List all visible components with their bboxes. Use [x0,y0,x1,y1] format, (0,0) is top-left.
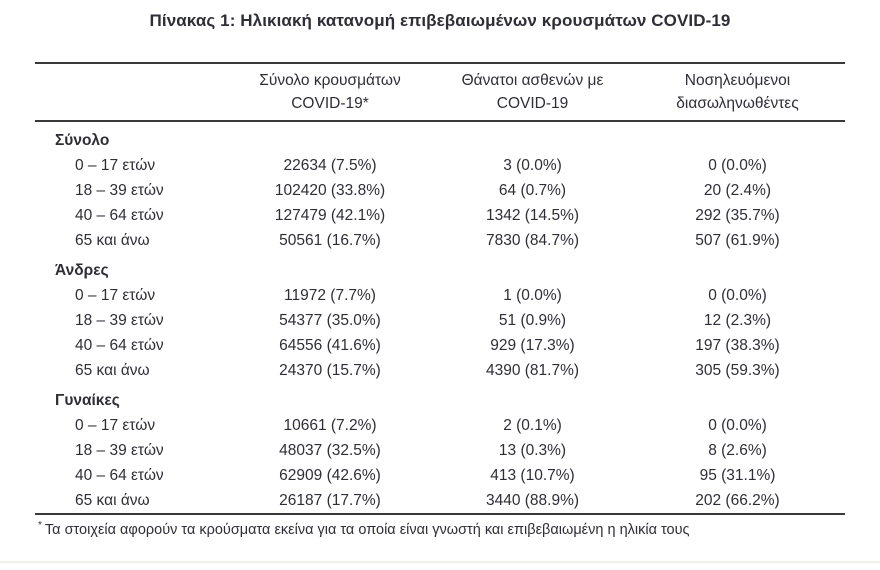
table-row: 40 – 64 ετών 64556 (41.6%) 929 (17.3%) 1… [35,333,845,358]
deaths-value: 929 (17.3%) [490,336,575,354]
intubated-value: 0 (0.0%) [708,156,767,174]
deaths-value: 2 (0.1%) [503,416,562,434]
deaths-value: 1342 (14.5%) [485,206,580,224]
deaths-value: 3 (0.0%) [503,156,562,174]
covid-age-distribution-table: Σύνολο κρουσμάτων COVID-19* Θάνατοι ασθε… [35,62,845,515]
deaths-value: 51 (0.9%) [498,311,567,329]
footnote: * Τα στοιχεία αφορούν τα κρούσματα εκείνα… [38,517,690,539]
table-row: 18 – 39 ετών 48037 (32.5%) 13 (0.3%) 8 (… [35,438,845,463]
table-row: 65 και άνω 24370 (15.7%) 4390 (81.7%) 30… [35,358,845,383]
deaths-value: 1 (0.0%) [503,286,562,304]
cases-value: 50561 (16.7%) [279,231,381,249]
age-label: 0 – 17 ετών [75,156,156,174]
deaths-value: 3440 (88.9%) [485,491,580,509]
section-row-total: Σύνολο [35,128,845,153]
section-row-women: Γυναίκες [35,388,845,413]
intubated-value: 507 (61.9%) [695,231,780,249]
table-row: 65 και άνω 50561 (16.7%) 7830 (84.7%) 50… [35,228,845,253]
header-deaths-line1: Θάνατοι ασθενών με [461,72,604,89]
age-label: 65 και άνω [75,491,150,509]
cases-value: 48037 (32.5%) [279,441,381,459]
intubated-value: 202 (66.2%) [695,491,780,509]
table-row: 18 – 39 ετών 54377 (35.0%) 51 (0.9%) 12 … [35,308,845,333]
header-total-cases: Σύνολο κρουσμάτων COVID-19* [225,69,435,115]
header-intubated-line2: διασωληνωθέντες [676,95,799,112]
page-bottom-edge [0,561,880,563]
table-title: Πίνακας 1: Ηλικιακή κατανομή επιβεβαιωμέ… [149,11,731,30]
section-title: Γυναίκες [55,391,120,409]
intubated-value: 95 (31.1%) [699,466,776,484]
intubated-value: 292 (35.7%) [695,206,780,224]
deaths-value: 64 (0.7%) [498,181,567,199]
cases-value: 11972 (7.7%) [284,286,376,304]
table-row: 0 – 17 ετών 11972 (7.7%) 1 (0.0%) 0 (0.0… [35,283,845,308]
intubated-value: 8 (2.6%) [708,441,767,459]
header-deaths: Θάνατοι ασθενών με COVID-19 [435,69,630,115]
table-row: 40 – 64 ετών 62909 (42.6%) 413 (10.7%) 9… [35,463,845,488]
section-title: Σύνολο [55,131,110,149]
intubated-value: 305 (59.3%) [695,361,780,379]
cases-value: 24370 (15.7%) [279,361,381,379]
cases-value: 10661 (7.2%) [283,416,377,434]
age-label: 0 – 17 ετών [75,286,156,304]
cases-value: 62909 (42.6%) [279,466,381,484]
age-label: 18 – 39 ετών [75,441,164,459]
intubated-value: 12 (2.3%) [703,311,772,329]
intubated-value: 0 (0.0%) [708,416,767,434]
cases-value: 54377 (35.0%) [279,311,381,329]
age-label: 0 – 17 ετών [75,416,156,434]
footnote-text: Τα στοιχεία αφορούν τα κρούσματα εκείνα … [44,521,690,538]
age-label: 40 – 64 ετών [75,336,164,354]
intubated-value: 197 (38.3%) [695,336,780,354]
header-total-cases-line2: COVID-19* [291,95,369,112]
intubated-value: 0 (0.0%) [708,286,767,304]
deaths-value: 7830 (84.7%) [485,231,580,249]
age-label: 18 – 39 ετών [75,181,164,199]
table-row: 0 – 17 ετών 22634 (7.5%) 3 (0.0%) 0 (0.0… [35,153,845,178]
age-label: 40 – 64 ετών [75,206,164,224]
section-title: Άνδρες [55,261,109,279]
cases-value: 22634 (7.5%) [283,156,377,174]
age-label: 40 – 64 ετών [75,466,164,484]
section-row-men: Άνδρες [35,258,845,283]
intubated-value: 20 (2.4%) [703,181,772,199]
cases-value: 64556 (41.6%) [279,336,381,354]
header-intubated: Νοσηλευόμενοι διασωληνωθέντες [630,69,845,115]
header-deaths-line2: COVID-19 [496,95,569,112]
cases-value: 26187 (17.7%) [279,491,381,509]
cases-value: 102420 (33.8%) [274,181,386,199]
header-intubated-line1: Νοσηλευόμενοι [684,72,791,89]
header-total-cases-line1: Σύνολο κρουσμάτων [259,72,401,89]
age-label: 18 – 39 ετών [75,311,164,329]
table-header-row: Σύνολο κρουσμάτων COVID-19* Θάνατοι ασθε… [35,64,845,122]
deaths-value: 413 (10.7%) [490,466,575,484]
table-row: 65 και άνω 26187 (17.7%) 3440 (88.9%) 20… [35,488,845,513]
deaths-value: 4390 (81.7%) [485,361,580,379]
footnote-asterisk: * [38,520,42,531]
deaths-value: 13 (0.3%) [498,441,567,459]
table-row: 18 – 39 ετών 102420 (33.8%) 64 (0.7%) 20… [35,178,845,203]
age-label: 65 και άνω [75,231,150,249]
age-label: 65 και άνω [75,361,150,379]
table-row: 0 – 17 ετών 10661 (7.2%) 2 (0.1%) 0 (0.0… [35,413,845,438]
cases-value: 127479 (42.1%) [274,206,386,224]
table-row: 40 – 64 ετών 127479 (42.1%) 1342 (14.5%)… [35,203,845,228]
